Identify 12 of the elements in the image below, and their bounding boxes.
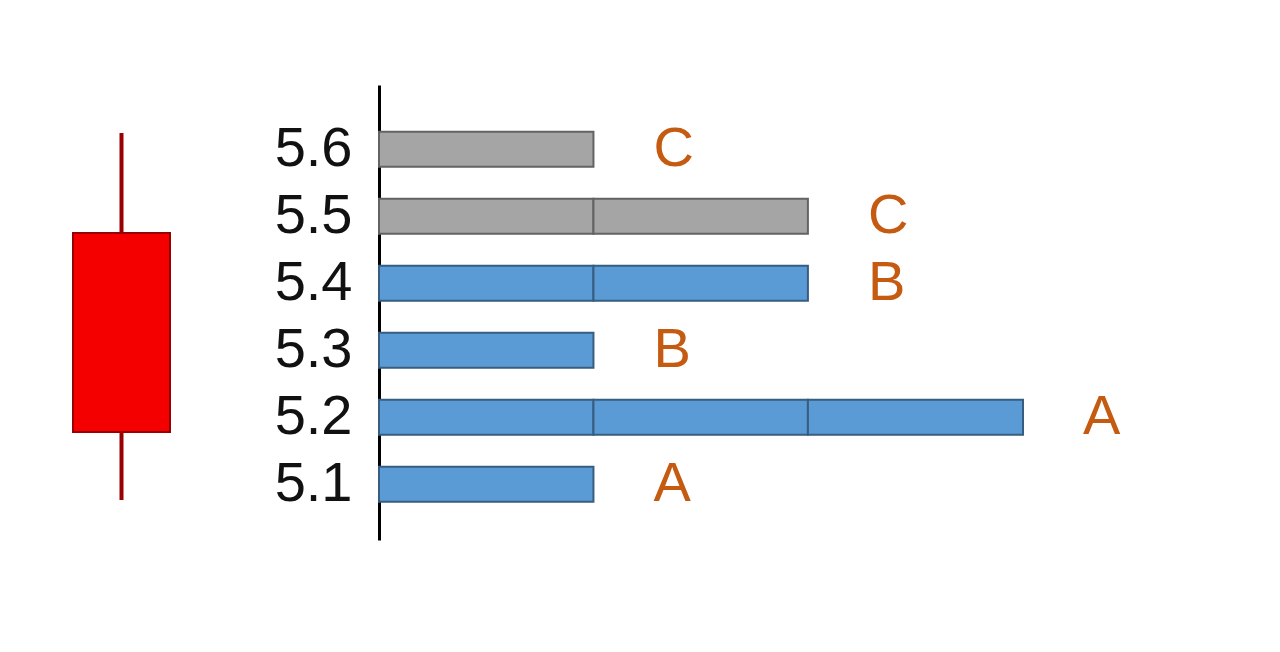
y-tick-label: 5.6 bbox=[274, 115, 353, 179]
text: A bbox=[1083, 383, 1121, 447]
annotation: C bbox=[867, 182, 909, 246]
annotation: C bbox=[653, 115, 694, 179]
annotation: A bbox=[653, 450, 692, 514]
y-tick-label: 5.4 bbox=[274, 249, 353, 313]
y-tick-label: 5.1 bbox=[274, 450, 353, 514]
y-tick-label: 5.5 bbox=[274, 182, 353, 246]
annotation: B bbox=[653, 316, 691, 380]
y-tick-label: 5.3 bbox=[274, 316, 353, 380]
y-tick-label: 5.2 bbox=[274, 383, 353, 447]
annotation: B bbox=[867, 249, 906, 313]
